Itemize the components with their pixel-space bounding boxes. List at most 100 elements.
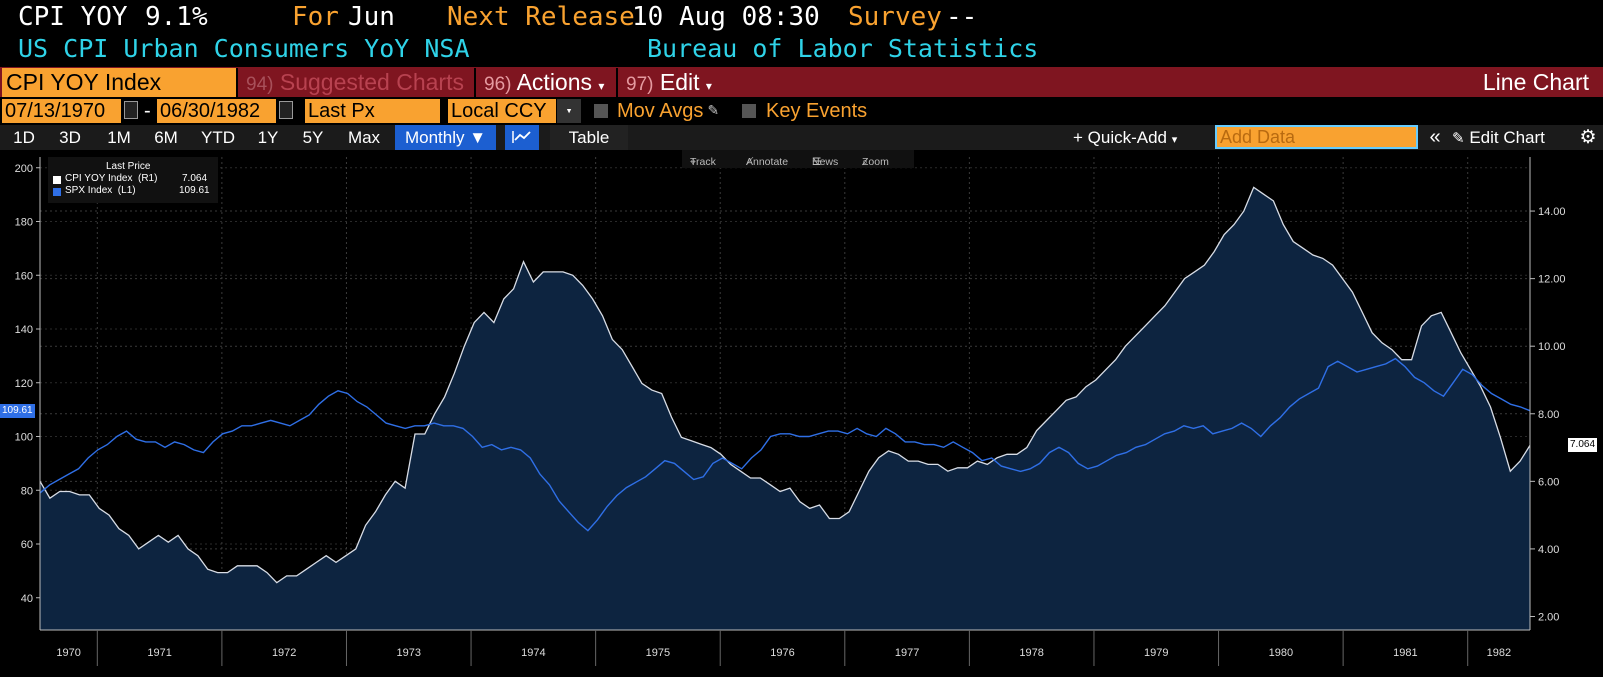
end-date-input[interactable]: 06/30/1982 [157, 99, 276, 123]
description-header: US CPI Urban Consumers YoY NSA Bureau of… [0, 0, 1603, 66]
bottom-strip [0, 670, 1603, 677]
cpi-series-line [39, 186, 1531, 584]
chart-type-label[interactable]: Line Chart [1482, 69, 1589, 95]
currency-dropdown-icon[interactable]: ▾ [557, 99, 581, 123]
actions-button[interactable]: 96) Actions ▾ [474, 68, 616, 97]
legend-cpi-value: 7.064 [182, 173, 208, 184]
range-5y[interactable]: 5Y [302, 128, 324, 147]
spx-series-line [39, 357, 1531, 532]
mov-avgs-label[interactable]: Mov Avgs [617, 100, 704, 122]
cpi-last-value-tag: 7.064 [1568, 438, 1598, 453]
pencil-icon[interactable]: ✎ [708, 100, 719, 120]
news-label: News [812, 156, 839, 168]
range-max[interactable]: Max [347, 128, 381, 147]
range-6m[interactable]: 6M [154, 128, 178, 147]
data-source: Bureau of Labor Statistics [647, 34, 1039, 63]
right-tick-label: 10.00 [1538, 341, 1566, 353]
right-tick-label: 14.00 [1538, 206, 1566, 218]
chart-tools-bar: ⌖ Track ⟋ Annotate ☰ News ⌕ Zoom [682, 150, 914, 168]
x-tick-label: 1976 [770, 647, 794, 659]
edit-label: Edit [659, 69, 700, 95]
start-date-calendar-icon[interactable] [124, 101, 138, 119]
legend-spx-value: 109.61 [179, 185, 210, 196]
for-value: Jun [348, 2, 395, 32]
currency-select[interactable]: Local CCY [448, 99, 556, 123]
x-tick-label: 1974 [521, 647, 545, 659]
x-tick-label: 1981 [1393, 647, 1417, 659]
annotate-label: Annotate [746, 156, 789, 168]
x-tick-label: 1973 [397, 647, 421, 659]
line-chart-icon[interactable] [505, 125, 539, 150]
quick-add-label: + Quick-Add [1073, 128, 1168, 147]
legend-cpi-name: CPI YOY Index (R1) [65, 173, 158, 184]
left-tick-label: 180 [15, 217, 33, 229]
left-tick-label: 120 [15, 378, 33, 390]
quick-add-button[interactable]: + Quick-Add ▾ [1073, 125, 1199, 150]
ticker-value: 9.1% [145, 2, 208, 32]
frequency-select[interactable]: Monthly ▼ [395, 125, 496, 150]
field-input[interactable]: Last Px [305, 99, 440, 123]
table-button[interactable]: Table [550, 125, 628, 150]
x-tick-label: 1970 [56, 647, 80, 659]
left-tick-label: 200 [15, 163, 33, 175]
right-tick-label: 8.00 [1538, 409, 1559, 421]
security-input[interactable]: CPI YOY Index [2, 68, 236, 97]
range-1y[interactable]: 1Y [257, 128, 279, 147]
left-tick-label: 160 [15, 270, 33, 282]
start-date-input[interactable]: 07/13/1970 [2, 99, 121, 123]
left-tick-label: 80 [21, 485, 33, 497]
right-tick-label: 4.00 [1538, 544, 1559, 556]
edit-chart-label: Edit Chart [1469, 128, 1545, 147]
x-tick-label: 1978 [1019, 647, 1043, 659]
date-separator: - [144, 100, 151, 122]
next-release-label: Next Release [447, 2, 635, 32]
left-tick-label: 140 [15, 324, 33, 336]
x-tick-label: 1979 [1144, 647, 1168, 659]
suggested-charts-button[interactable]: 94) Suggested Charts [236, 68, 474, 97]
key-events-label[interactable]: Key Events [766, 100, 868, 122]
survey-label: Survey [848, 2, 942, 32]
survey-value: -- [946, 2, 978, 32]
end-date-calendar-icon[interactable] [279, 101, 293, 119]
legend-title: Last Price [106, 161, 151, 172]
quick-add-caret-icon: ▾ [1171, 134, 1178, 146]
legend-spx-name: SPX Index (L1) [65, 185, 136, 196]
right-tick-label: 12.00 [1538, 274, 1566, 286]
left-tick-label: 40 [21, 593, 33, 605]
x-tick-label: 1972 [272, 647, 296, 659]
x-tick-label: 1975 [646, 647, 670, 659]
add-data-input[interactable]: Add Data [1215, 125, 1418, 149]
edit-caret-icon: ▾ [705, 79, 712, 93]
legend-cpi-swatch [53, 176, 61, 184]
x-tick-label: 1971 [147, 647, 171, 659]
spx-last-value-tag: 109.61 [0, 403, 35, 418]
range-1m[interactable]: 1M [107, 128, 131, 147]
x-axis-band [0, 631, 1603, 671]
line-chart[interactable]: 200 180 160 140 120 100 80 60 40 14.00 12.00 10.00 8… [0, 151, 1603, 671]
ticker-label: CPI YOY [18, 2, 128, 32]
range-1d[interactable]: 1D [13, 128, 35, 147]
zoom-label: Zoom [862, 156, 889, 168]
actions-number: 96) [484, 74, 512, 95]
range-ytd[interactable]: YTD [201, 128, 235, 147]
left-tick-label: 60 [21, 539, 33, 551]
collapse-icon[interactable]: « [1429, 126, 1441, 148]
suggested-charts-label: Suggested Charts [279, 69, 464, 95]
edit-chart-button[interactable]: ✎ Edit Chart [1452, 125, 1574, 150]
security-description: US CPI Urban Consumers YoY NSA [18, 34, 470, 63]
chart-legend: Last Price CPI YOY Index (R1) 7.064 SPX … [48, 157, 218, 203]
edit-button[interactable]: 97) Edit ▾ [616, 68, 727, 97]
range-3d[interactable]: 3D [59, 128, 81, 147]
x-tick-label: 1982 [1487, 647, 1511, 659]
pencil-edit-icon: ✎ [1452, 130, 1465, 147]
key-events-checkbox[interactable] [742, 104, 756, 118]
suggested-charts-number: 94) [246, 74, 274, 95]
mov-avgs-checkbox[interactable] [594, 104, 608, 118]
annotate-icon: ⟋ [746, 156, 754, 168]
x-tick-label: 1977 [895, 647, 919, 659]
news-icon: ☰ [812, 156, 822, 168]
x-tick-label: 1980 [1269, 647, 1293, 659]
right-tick-label: 2.00 [1538, 611, 1559, 623]
edit-number: 97) [626, 74, 654, 95]
settings-gear-icon[interactable]: ⚙ [1579, 127, 1597, 148]
